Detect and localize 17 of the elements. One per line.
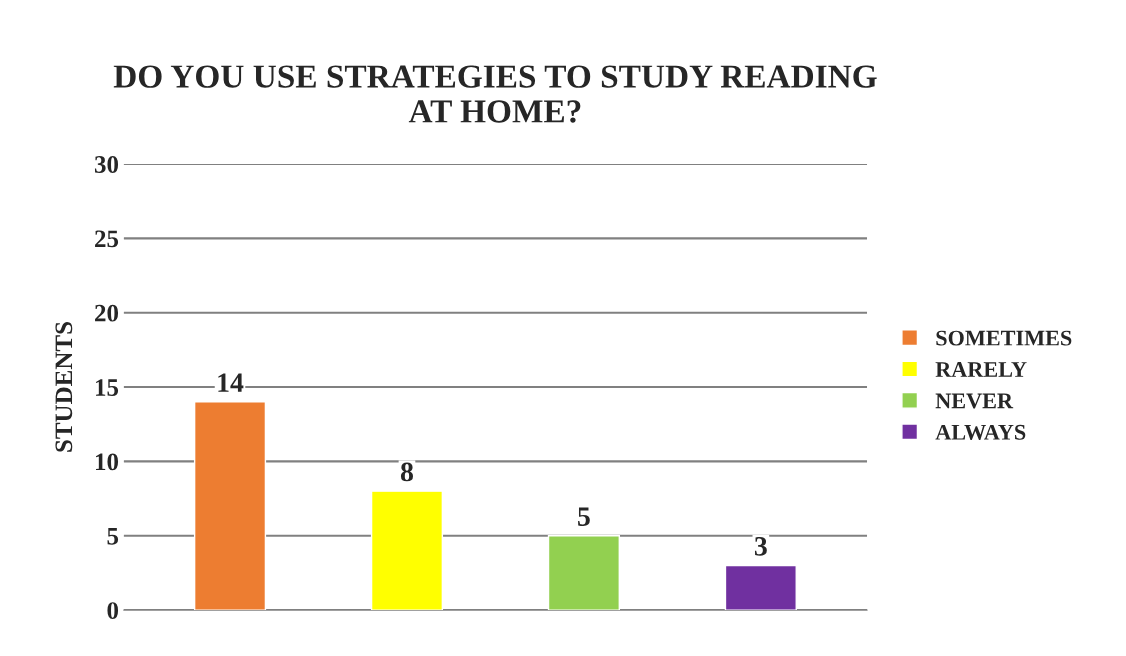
data-label: 8: [400, 462, 413, 482]
legend-label: ALWAYS: [935, 424, 1026, 440]
chart-title: DO YOU USE STRATEGIES TO STUDY READING AT HOME?: [113, 65, 877, 123]
y-tick-label: 20: [95, 304, 119, 322]
data-label: 5: [578, 507, 590, 526]
y-tick-label: 15: [96, 379, 119, 396]
y-tick-label: 5: [107, 528, 119, 545]
y-tick-label: 30: [94, 156, 119, 173]
y-tick-label: 10: [96, 453, 119, 471]
data-label: 3: [754, 537, 767, 556]
legend-label: RARELY: [935, 362, 1027, 377]
data-label: 14: [218, 373, 244, 392]
y-axis-title: STUDENTS: [55, 322, 73, 452]
legend-label: NEVER: [935, 393, 1014, 409]
y-tick-label: 25: [95, 230, 119, 248]
y-tick-label: 0: [107, 602, 119, 619]
legend-label: SOMETIMES: [936, 330, 1072, 346]
